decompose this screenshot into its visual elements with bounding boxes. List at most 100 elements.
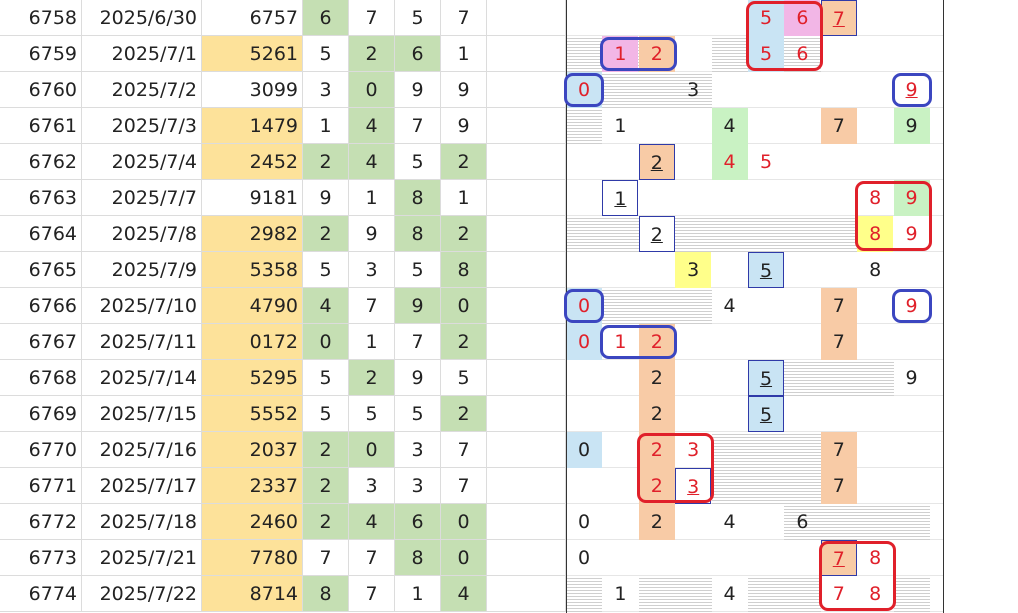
panel-digit[interactable]: 7 bbox=[820, 288, 857, 324]
digit-cell[interactable]: 5 bbox=[395, 0, 441, 36]
row-id-cell[interactable]: 6773 bbox=[0, 540, 82, 576]
number-cell[interactable]: 4790 bbox=[202, 288, 303, 324]
digit-cell[interactable]: 4 bbox=[349, 144, 395, 180]
digit-cell[interactable]: 2 bbox=[441, 216, 487, 252]
date-cell[interactable]: 2025/7/4 bbox=[82, 144, 202, 180]
panel-digit[interactable]: 8 bbox=[869, 187, 882, 209]
panel-digit[interactable]: 5 bbox=[748, 396, 784, 432]
row-id-cell[interactable]: 6768 bbox=[0, 360, 82, 396]
number-cell[interactable]: 3099 bbox=[202, 72, 303, 108]
digit-cell[interactable]: 9 bbox=[303, 180, 349, 216]
date-cell[interactable]: 2025/7/14 bbox=[82, 360, 202, 396]
row-id-cell[interactable]: 6766 bbox=[0, 288, 82, 324]
date-cell[interactable]: 2025/7/17 bbox=[82, 468, 202, 504]
digit-cell[interactable]: 1 bbox=[395, 576, 441, 612]
panel-digit[interactable]: 9 bbox=[905, 79, 918, 101]
digit-cell[interactable]: 2 bbox=[303, 504, 349, 540]
date-cell[interactable]: 2025/7/11 bbox=[82, 324, 202, 360]
digit-cell[interactable]: 5 bbox=[395, 144, 441, 180]
panel-digit[interactable]: 0 bbox=[566, 324, 602, 360]
panel-digit[interactable]: 1 bbox=[614, 115, 627, 137]
panel-digit[interactable]: 0 bbox=[577, 547, 591, 569]
digit-cell[interactable]: 2 bbox=[349, 360, 395, 396]
panel-digit[interactable]: 2 bbox=[638, 468, 675, 504]
digit-cell[interactable]: 7 bbox=[349, 288, 395, 324]
digit-cell[interactable]: 3 bbox=[395, 432, 441, 468]
panel-digit[interactable]: 3 bbox=[675, 252, 712, 288]
digit-cell[interactable]: 5 bbox=[303, 396, 349, 432]
panel-digit[interactable]: 7 bbox=[820, 0, 857, 36]
row-id-cell[interactable]: 6763 bbox=[0, 180, 82, 216]
digit-cell[interactable]: 7 bbox=[441, 432, 487, 468]
digit-cell[interactable]: 2 bbox=[303, 216, 349, 252]
row-id-cell[interactable]: 6770 bbox=[0, 432, 82, 468]
digit-cell[interactable]: 5 bbox=[303, 36, 349, 72]
panel-digit[interactable]: 7 bbox=[832, 583, 845, 605]
panel-digit[interactable]: 4 bbox=[723, 295, 736, 317]
panel-digit[interactable]: 9 bbox=[893, 108, 930, 144]
panel-digit[interactable]: 2 bbox=[638, 216, 675, 252]
panel-digit[interactable]: 7 bbox=[820, 432, 857, 468]
digit-cell[interactable]: 6 bbox=[303, 0, 349, 36]
digit-cell[interactable]: 2 bbox=[303, 432, 349, 468]
row-id-cell[interactable]: 6758 bbox=[0, 0, 82, 36]
panel-digit[interactable]: 6 bbox=[796, 511, 809, 533]
digit-cell[interactable]: 1 bbox=[441, 36, 487, 72]
digit-cell[interactable]: 0 bbox=[441, 288, 487, 324]
digit-cell[interactable]: 1 bbox=[349, 180, 395, 216]
digit-cell[interactable]: 1 bbox=[303, 108, 349, 144]
digit-cell[interactable]: 8 bbox=[395, 180, 441, 216]
digit-cell[interactable]: 5 bbox=[303, 360, 349, 396]
panel-digit[interactable]: 5 bbox=[759, 151, 773, 173]
digit-cell[interactable]: 0 bbox=[303, 324, 349, 360]
digit-cell[interactable]: 1 bbox=[441, 180, 487, 216]
digit-cell[interactable]: 7 bbox=[349, 540, 395, 576]
digit-cell[interactable]: 8 bbox=[395, 540, 441, 576]
panel-digit[interactable]: 1 bbox=[602, 180, 639, 216]
digit-cell[interactable]: 7 bbox=[395, 108, 441, 144]
number-cell[interactable]: 5295 bbox=[202, 360, 303, 396]
number-cell[interactable]: 8714 bbox=[202, 576, 303, 612]
digit-cell[interactable]: 5 bbox=[395, 396, 441, 432]
panel-digit[interactable]: 1 bbox=[614, 331, 627, 353]
number-cell[interactable]: 7780 bbox=[202, 540, 303, 576]
digit-cell[interactable]: 3 bbox=[303, 72, 349, 108]
row-id-cell[interactable]: 6771 bbox=[0, 468, 82, 504]
panel-digit[interactable]: 0 bbox=[566, 432, 602, 468]
digit-cell[interactable]: 9 bbox=[441, 72, 487, 108]
digit-cell[interactable]: 8 bbox=[303, 576, 349, 612]
digit-cell[interactable]: 9 bbox=[395, 72, 441, 108]
digit-cell[interactable]: 2 bbox=[441, 144, 487, 180]
date-cell[interactable]: 2025/7/10 bbox=[82, 288, 202, 324]
digit-cell[interactable]: 3 bbox=[349, 468, 395, 504]
date-cell[interactable]: 2025/7/2 bbox=[82, 72, 202, 108]
digit-cell[interactable]: 4 bbox=[349, 108, 395, 144]
date-cell[interactable]: 2025/7/16 bbox=[82, 432, 202, 468]
digit-cell[interactable]: 8 bbox=[441, 252, 487, 288]
date-cell[interactable]: 2025/7/3 bbox=[82, 108, 202, 144]
number-cell[interactable]: 6757 bbox=[202, 0, 303, 36]
digit-cell[interactable]: 2 bbox=[441, 324, 487, 360]
panel-digit[interactable]: 2 bbox=[638, 360, 675, 396]
panel-digit[interactable]: 2 bbox=[638, 396, 675, 432]
digit-cell[interactable]: 0 bbox=[349, 432, 395, 468]
panel-digit[interactable]: 2 bbox=[638, 504, 675, 540]
digit-cell[interactable]: 5 bbox=[395, 252, 441, 288]
number-cell[interactable]: 5358 bbox=[202, 252, 303, 288]
digit-cell[interactable]: 7 bbox=[395, 324, 441, 360]
digit-cell[interactable]: 4 bbox=[441, 576, 487, 612]
row-id-cell[interactable]: 6762 bbox=[0, 144, 82, 180]
number-cell[interactable]: 1479 bbox=[202, 108, 303, 144]
digit-cell[interactable]: 2 bbox=[349, 36, 395, 72]
digit-cell[interactable]: 7 bbox=[303, 540, 349, 576]
panel-digit[interactable]: 8 bbox=[869, 583, 882, 605]
panel-digit[interactable]: 3 bbox=[687, 79, 700, 101]
digit-cell[interactable]: 0 bbox=[441, 504, 487, 540]
panel-digit[interactable]: 9 bbox=[905, 367, 918, 389]
panel-digit[interactable]: 0 bbox=[577, 511, 591, 533]
number-cell[interactable]: 2452 bbox=[202, 144, 303, 180]
panel-digit[interactable]: 2 bbox=[638, 144, 675, 180]
number-cell[interactable]: 2037 bbox=[202, 432, 303, 468]
panel-digit[interactable]: 4 bbox=[711, 108, 748, 144]
